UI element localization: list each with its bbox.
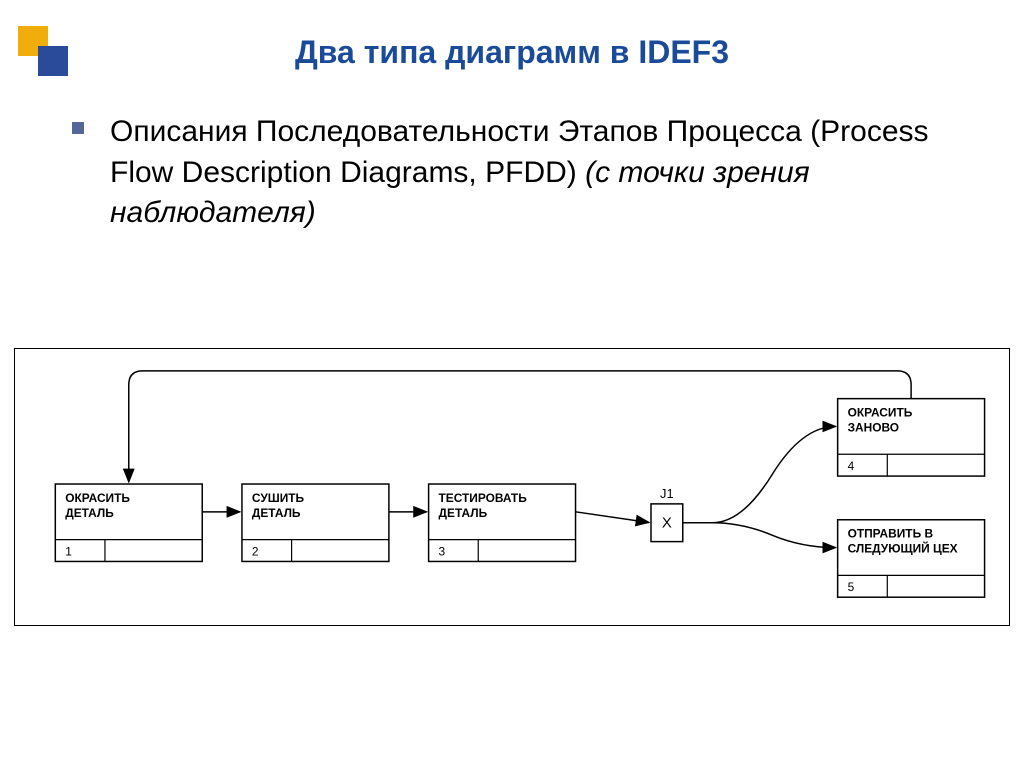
svg-text:СЛЕДУЮЩИЙ ЦЕХ: СЛЕДУЮЩИЙ ЦЕХ <box>848 541 958 556</box>
uob-box-2: СУШИТЬДЕТАЛЬ 2 <box>242 484 389 561</box>
svg-text:СУШИТЬ: СУШИТЬ <box>252 491 305 505</box>
svg-text:ОКРАСИТЬ: ОКРАСИТЬ <box>848 406 913 420</box>
pfdd-diagram: ОКРАСИТЬДЕТАЛЬ1СУШИТЬДЕТАЛЬ2ТЕСТИРОВАТЬД… <box>15 349 1009 625</box>
junction-j1: J1 X <box>651 486 683 542</box>
uob-box-3: ТЕСТИРОВАТЬДЕТАЛЬ 3 <box>429 484 576 561</box>
svg-text:ТЕСТИРОВАТЬ: ТЕСТИРОВАТЬ <box>439 491 528 505</box>
uob-box-5: ОТПРАВИТЬ ВСЛЕДУЮЩИЙ ЦЕХ 5 <box>838 520 985 597</box>
page-title: Два типа диаграмм в IDEF3 <box>0 34 1024 71</box>
svg-text:5: 5 <box>848 580 855 594</box>
svg-text:ДЕТАЛЬ: ДЕТАЛЬ <box>439 506 488 520</box>
diagram-frame: ОКРАСИТЬДЕТАЛЬ1СУШИТЬДЕТАЛЬ2ТЕСТИРОВАТЬД… <box>14 348 1010 626</box>
uob-box-1: ОКРАСИТЬДЕТАЛЬ 1 <box>55 484 202 561</box>
svg-text:2: 2 <box>252 545 259 559</box>
uob-box-4: ОКРАСИТЬЗАНОВО 4 <box>838 399 985 476</box>
svg-text:J1: J1 <box>660 486 674 501</box>
svg-text:ОКРАСИТЬ: ОКРАСИТЬ <box>65 491 130 505</box>
bullet-marker-icon <box>72 122 84 134</box>
svg-text:4: 4 <box>848 459 855 473</box>
svg-text:ОТПРАВИТЬ В: ОТПРАВИТЬ В <box>848 527 934 541</box>
svg-text:3: 3 <box>439 545 446 559</box>
svg-text:ДЕТАЛЬ: ДЕТАЛЬ <box>65 506 114 520</box>
svg-text:ЗАНОВО: ЗАНОВО <box>848 420 899 434</box>
svg-text:1: 1 <box>65 545 72 559</box>
svg-text:X: X <box>662 516 672 532</box>
body-text: Описания Последовательности Этапов Проце… <box>110 112 954 234</box>
svg-text:ДЕТАЛЬ: ДЕТАЛЬ <box>252 506 301 520</box>
